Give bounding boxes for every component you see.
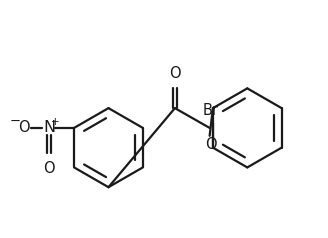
Text: −: − <box>10 114 21 128</box>
Text: O: O <box>169 66 181 81</box>
Text: N: N <box>43 120 55 135</box>
Text: Br: Br <box>203 103 219 118</box>
Text: O: O <box>205 137 216 152</box>
Text: O: O <box>44 160 55 175</box>
Text: +: + <box>51 117 60 127</box>
Text: O: O <box>18 120 30 135</box>
